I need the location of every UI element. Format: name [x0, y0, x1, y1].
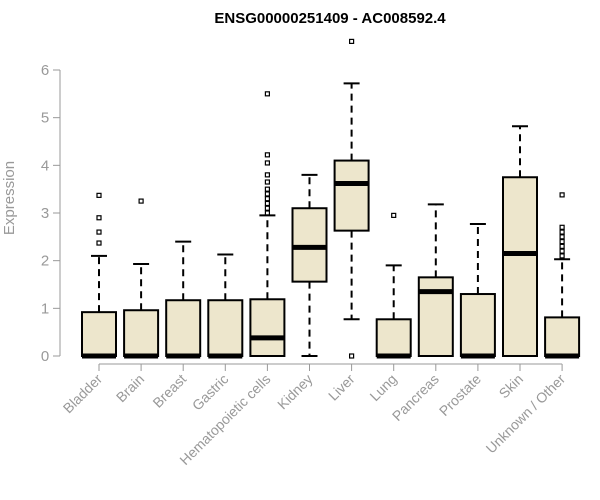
- outlier-point: [559, 248, 565, 254]
- box-bladder: [81, 192, 117, 359]
- box-gastric: [207, 253, 244, 359]
- x-tick-label: Kidney: [274, 371, 316, 413]
- outlier-point: [264, 179, 270, 185]
- box-brain: [123, 198, 160, 359]
- outlier-point: [96, 192, 102, 198]
- outlier-point: [264, 200, 270, 207]
- box-iqr: [375, 318, 412, 357]
- outlier-point: [264, 196, 270, 202]
- x-tick-label: Skin: [496, 371, 527, 402]
- outlier-point: [559, 234, 565, 240]
- outlier-point: [96, 229, 102, 235]
- box-kidney: [291, 173, 328, 357]
- x-tick-label: Prostate: [436, 371, 484, 419]
- outlier-point: [559, 229, 565, 235]
- x-tick-label: Liver: [325, 371, 358, 404]
- x-tick-label: Brain: [113, 371, 147, 405]
- outlier-point: [559, 224, 565, 230]
- y-axis: 0 1 2 3 4 5 6: [41, 62, 61, 365]
- box-liver: [333, 38, 370, 359]
- y-tick-label: 3: [41, 205, 49, 222]
- box-skin: [502, 125, 538, 357]
- outlier-point: [264, 172, 270, 178]
- box-iqr: [333, 159, 370, 232]
- box-breast: [165, 240, 202, 359]
- box-iqr: [249, 298, 286, 358]
- box-iqr: [207, 299, 244, 358]
- outlier-point: [264, 210, 270, 216]
- outlier-point: [264, 205, 270, 211]
- x-tick-label: Breast: [149, 371, 189, 411]
- box-iqr: [502, 176, 538, 357]
- y-tick-label: 4: [41, 157, 49, 174]
- outlier-point: [138, 198, 144, 204]
- box-iqr: [81, 311, 117, 357]
- y-tick-label: 1: [41, 300, 49, 317]
- box-unknown-other: [544, 192, 581, 359]
- outlier-point: [264, 91, 270, 97]
- outlier-point: [559, 239, 565, 245]
- outlier-point: [349, 353, 355, 359]
- box-iqr: [459, 293, 496, 357]
- y-axis-label: Expression: [1, 161, 18, 235]
- outlier-point: [264, 191, 270, 197]
- outlier-point: [264, 160, 270, 166]
- box-pancreas: [417, 203, 454, 358]
- chart-title: ENSG00000251409 - AC008592.4: [214, 10, 446, 27]
- outlier-point: [264, 152, 270, 158]
- boxes: [81, 38, 581, 359]
- outlier-point: [559, 243, 565, 249]
- y-tick-label: 0: [41, 348, 49, 365]
- box-hematopoietic-cells: [249, 91, 286, 358]
- x-tick-label: Bladder: [60, 371, 106, 417]
- y-tick-label: 5: [41, 110, 49, 127]
- box-lung: [375, 212, 412, 359]
- y-tick-label: 6: [41, 62, 49, 79]
- outlier-point: [559, 253, 565, 259]
- outlier-point: [559, 192, 565, 198]
- y-tick-label: 2: [41, 253, 49, 270]
- box-prostate: [459, 222, 496, 359]
- box-iqr: [123, 309, 160, 357]
- box-iqr: [165, 299, 202, 358]
- box-iqr: [417, 276, 454, 358]
- outlier-point: [264, 186, 270, 192]
- outlier-point: [391, 212, 397, 218]
- outlier-point: [96, 215, 102, 221]
- x-tick-label: Pancreas: [389, 371, 442, 424]
- x-tick-label: Lung: [366, 371, 399, 404]
- outlier-point: [349, 38, 355, 45]
- box-iqr: [544, 316, 581, 358]
- outlier-point: [96, 240, 102, 246]
- x-tick-label: Unknown / Other: [483, 371, 569, 457]
